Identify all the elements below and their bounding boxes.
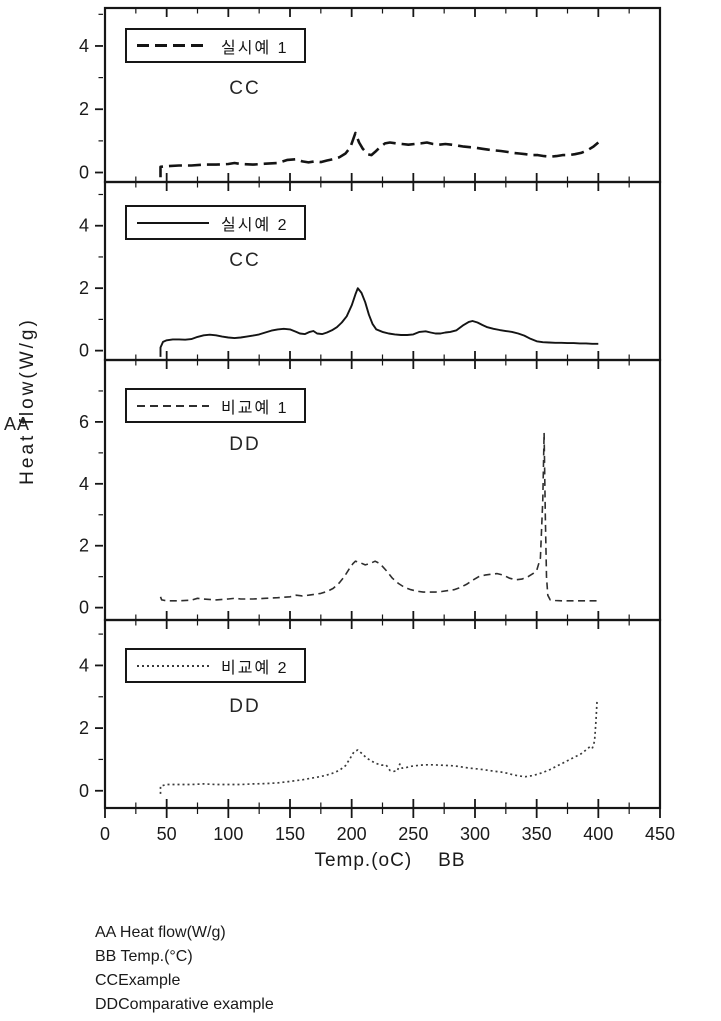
x-axis-marker: BB [438, 850, 466, 871]
legend-label: 실시예 1 [221, 39, 289, 57]
x-axis-label-row: Temp.(oC) BB [250, 850, 530, 872]
footnote-aa: AA Heat flow(W/g) [95, 924, 226, 941]
legend-comparative-1: 비교예 1 [125, 388, 306, 423]
svg-text:50: 50 [157, 824, 177, 844]
svg-text:400: 400 [583, 824, 613, 844]
svg-text:200: 200 [337, 824, 367, 844]
x-axis-label: Temp.(oC) [314, 850, 413, 871]
svg-text:0: 0 [79, 163, 89, 183]
svg-text:0: 0 [79, 781, 89, 801]
svg-text:6: 6 [79, 412, 89, 432]
footnote-bb: BB Temp.(°C) [95, 948, 193, 965]
legend-example-2: 실시예 2 [125, 205, 306, 240]
svg-text:2: 2 [79, 536, 89, 556]
dashed-line-sample-icon [137, 44, 209, 47]
svg-text:2: 2 [79, 278, 89, 298]
legend-label: 비교예 2 [221, 659, 289, 677]
svg-text:2: 2 [79, 718, 89, 738]
annotation-comparative-1: DD [229, 434, 261, 455]
dotted-line-sample-icon [137, 664, 209, 667]
svg-text:450: 450 [645, 824, 675, 844]
svg-text:0: 0 [79, 341, 89, 361]
svg-text:100: 100 [213, 824, 243, 844]
y-axis-marker: AA [4, 414, 31, 434]
footnote-dd: DDComparative example [95, 996, 274, 1013]
svg-text:4: 4 [79, 474, 89, 494]
legend-label: 비교예 1 [221, 399, 289, 417]
legend-comparative-2: 비교예 2 [125, 648, 306, 683]
footnote-block: AA Heat flow(W/g) BB Temp.(°C) CCExample… [95, 921, 274, 1017]
svg-text:0: 0 [79, 598, 89, 618]
svg-text:2: 2 [79, 99, 89, 119]
footnote-cc: CCExample [95, 972, 181, 989]
legend-label: 실시예 2 [221, 216, 289, 234]
svg-text:0: 0 [100, 824, 110, 844]
svg-text:4: 4 [79, 216, 89, 236]
dashed-line-sample-icon [137, 404, 209, 407]
y-axis-label: Heat flow(W/g) [17, 317, 38, 485]
annotation-comparative-2: DD [229, 696, 261, 717]
svg-text:4: 4 [79, 655, 89, 675]
svg-text:250: 250 [398, 824, 428, 844]
svg-text:4: 4 [79, 36, 89, 56]
svg-text:350: 350 [522, 824, 552, 844]
annotation-example-2: CC [229, 250, 261, 271]
legend-example-1: 실시예 1 [125, 28, 306, 63]
svg-text:300: 300 [460, 824, 490, 844]
solid-line-sample-icon [137, 221, 209, 224]
annotation-example-1: CC [229, 78, 261, 99]
svg-text:150: 150 [275, 824, 305, 844]
